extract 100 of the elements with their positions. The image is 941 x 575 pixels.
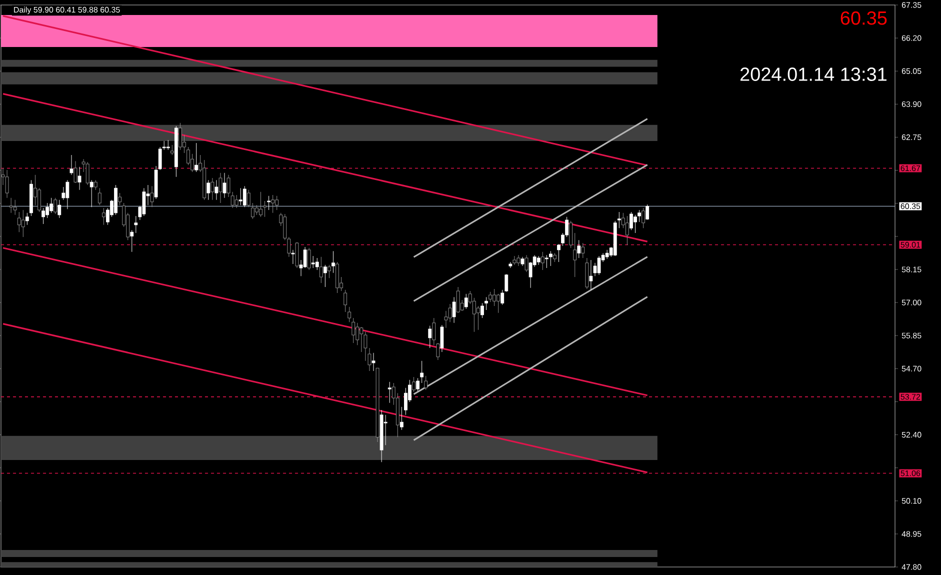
candlestick xyxy=(364,332,368,362)
candlestick xyxy=(98,188,102,206)
candlestick xyxy=(500,290,504,306)
candlestick xyxy=(536,256,540,266)
candlestick xyxy=(214,180,218,200)
ref-line-label: 51.06 xyxy=(900,470,920,476)
candlestick xyxy=(42,208,45,224)
candlestick xyxy=(605,250,609,260)
candlestick xyxy=(307,248,311,270)
candlestick xyxy=(154,166,158,200)
y-tick-label: 65.05 xyxy=(902,68,922,74)
candlestick xyxy=(634,214,637,234)
candlestick xyxy=(388,382,392,404)
candlestick xyxy=(78,166,82,190)
candlestick xyxy=(25,212,29,226)
candlestick xyxy=(524,254,528,272)
candlestick xyxy=(448,304,452,322)
y-tick-label: 57.00 xyxy=(902,300,922,306)
candlestick xyxy=(234,194,238,208)
candlestick xyxy=(577,240,581,258)
candlestick xyxy=(9,198,13,214)
candlestick xyxy=(58,200,62,218)
candlestick xyxy=(263,200,266,218)
candlestick xyxy=(440,324,444,352)
candlestick xyxy=(50,198,54,214)
candlestick xyxy=(118,192,122,206)
candlestick xyxy=(400,406,404,430)
candlestick xyxy=(5,170,9,198)
candlestick xyxy=(332,250,335,274)
candlestick xyxy=(311,256,315,268)
y-tick-label: 62.75 xyxy=(902,134,922,140)
candlestick xyxy=(21,210,25,238)
candlestick xyxy=(589,260,593,290)
candlestick xyxy=(613,220,617,256)
candlestick xyxy=(581,242,585,258)
candlestick xyxy=(404,388,408,416)
candlestick xyxy=(585,258,589,290)
candlestick xyxy=(70,154,74,176)
y-tick-label: 48.95 xyxy=(902,531,922,537)
candlestick xyxy=(226,174,230,198)
candlestick xyxy=(348,306,352,322)
candlestick xyxy=(30,180,33,216)
candlestick xyxy=(557,244,560,262)
candlestick xyxy=(267,196,271,210)
candlestick xyxy=(508,262,512,268)
candlestick xyxy=(416,378,420,392)
candlestick xyxy=(283,214,287,240)
candlestick xyxy=(553,252,556,262)
candlestick xyxy=(323,264,327,288)
candlestick xyxy=(94,180,98,190)
candlestick xyxy=(303,246,307,268)
candlestick xyxy=(130,230,134,252)
y-tick-label: 66.20 xyxy=(902,35,922,41)
candlestick xyxy=(424,376,428,390)
candlestick xyxy=(626,216,629,246)
candlestick xyxy=(472,298,476,332)
candlestick xyxy=(372,352,376,372)
candlestick xyxy=(66,180,70,210)
ref-line-label: 61.67 xyxy=(900,165,920,172)
candlestick xyxy=(134,216,138,234)
candlestick xyxy=(291,250,295,264)
candlestick xyxy=(488,292,492,302)
y-tick-label: 67.35 xyxy=(902,2,922,8)
y-tick-label: 55.85 xyxy=(902,332,922,338)
candlestick xyxy=(114,184,118,216)
candlestick xyxy=(246,190,250,208)
candlestick xyxy=(336,262,339,294)
candlestick xyxy=(492,288,496,306)
candlestick xyxy=(194,142,198,172)
candlestick xyxy=(573,232,577,278)
candlestick xyxy=(328,264,331,278)
candlestick xyxy=(484,296,488,310)
candlestick xyxy=(218,172,222,204)
candlestick xyxy=(646,204,650,220)
candlestick xyxy=(380,410,384,462)
candlestick xyxy=(638,210,641,222)
candlestick xyxy=(315,258,319,270)
candlestick xyxy=(617,212,621,228)
candlestick xyxy=(412,376,416,392)
candlestick xyxy=(630,212,633,230)
candlestick xyxy=(360,326,364,352)
candlestick xyxy=(368,348,372,372)
candlestick xyxy=(420,360,424,384)
candlestick xyxy=(512,256,516,266)
ref-line-label: 59.01 xyxy=(900,242,920,248)
ref-line-label: 60.35 xyxy=(900,203,920,210)
candlestick xyxy=(46,202,50,218)
candlestick xyxy=(259,192,262,218)
candlestick xyxy=(142,188,146,216)
candlestick xyxy=(295,242,299,268)
candlestick xyxy=(250,202,254,220)
candlestick xyxy=(452,296,456,324)
y-tick-label: 52.40 xyxy=(902,432,922,438)
candlestick xyxy=(356,322,360,346)
chart-title: Daily 59.90 60.41 59.88 60.35 xyxy=(14,6,120,14)
candlestick xyxy=(210,178,214,200)
candlestick xyxy=(456,286,460,314)
candlestick xyxy=(17,212,21,232)
candlestick xyxy=(436,342,440,360)
candlestick xyxy=(74,160,78,184)
